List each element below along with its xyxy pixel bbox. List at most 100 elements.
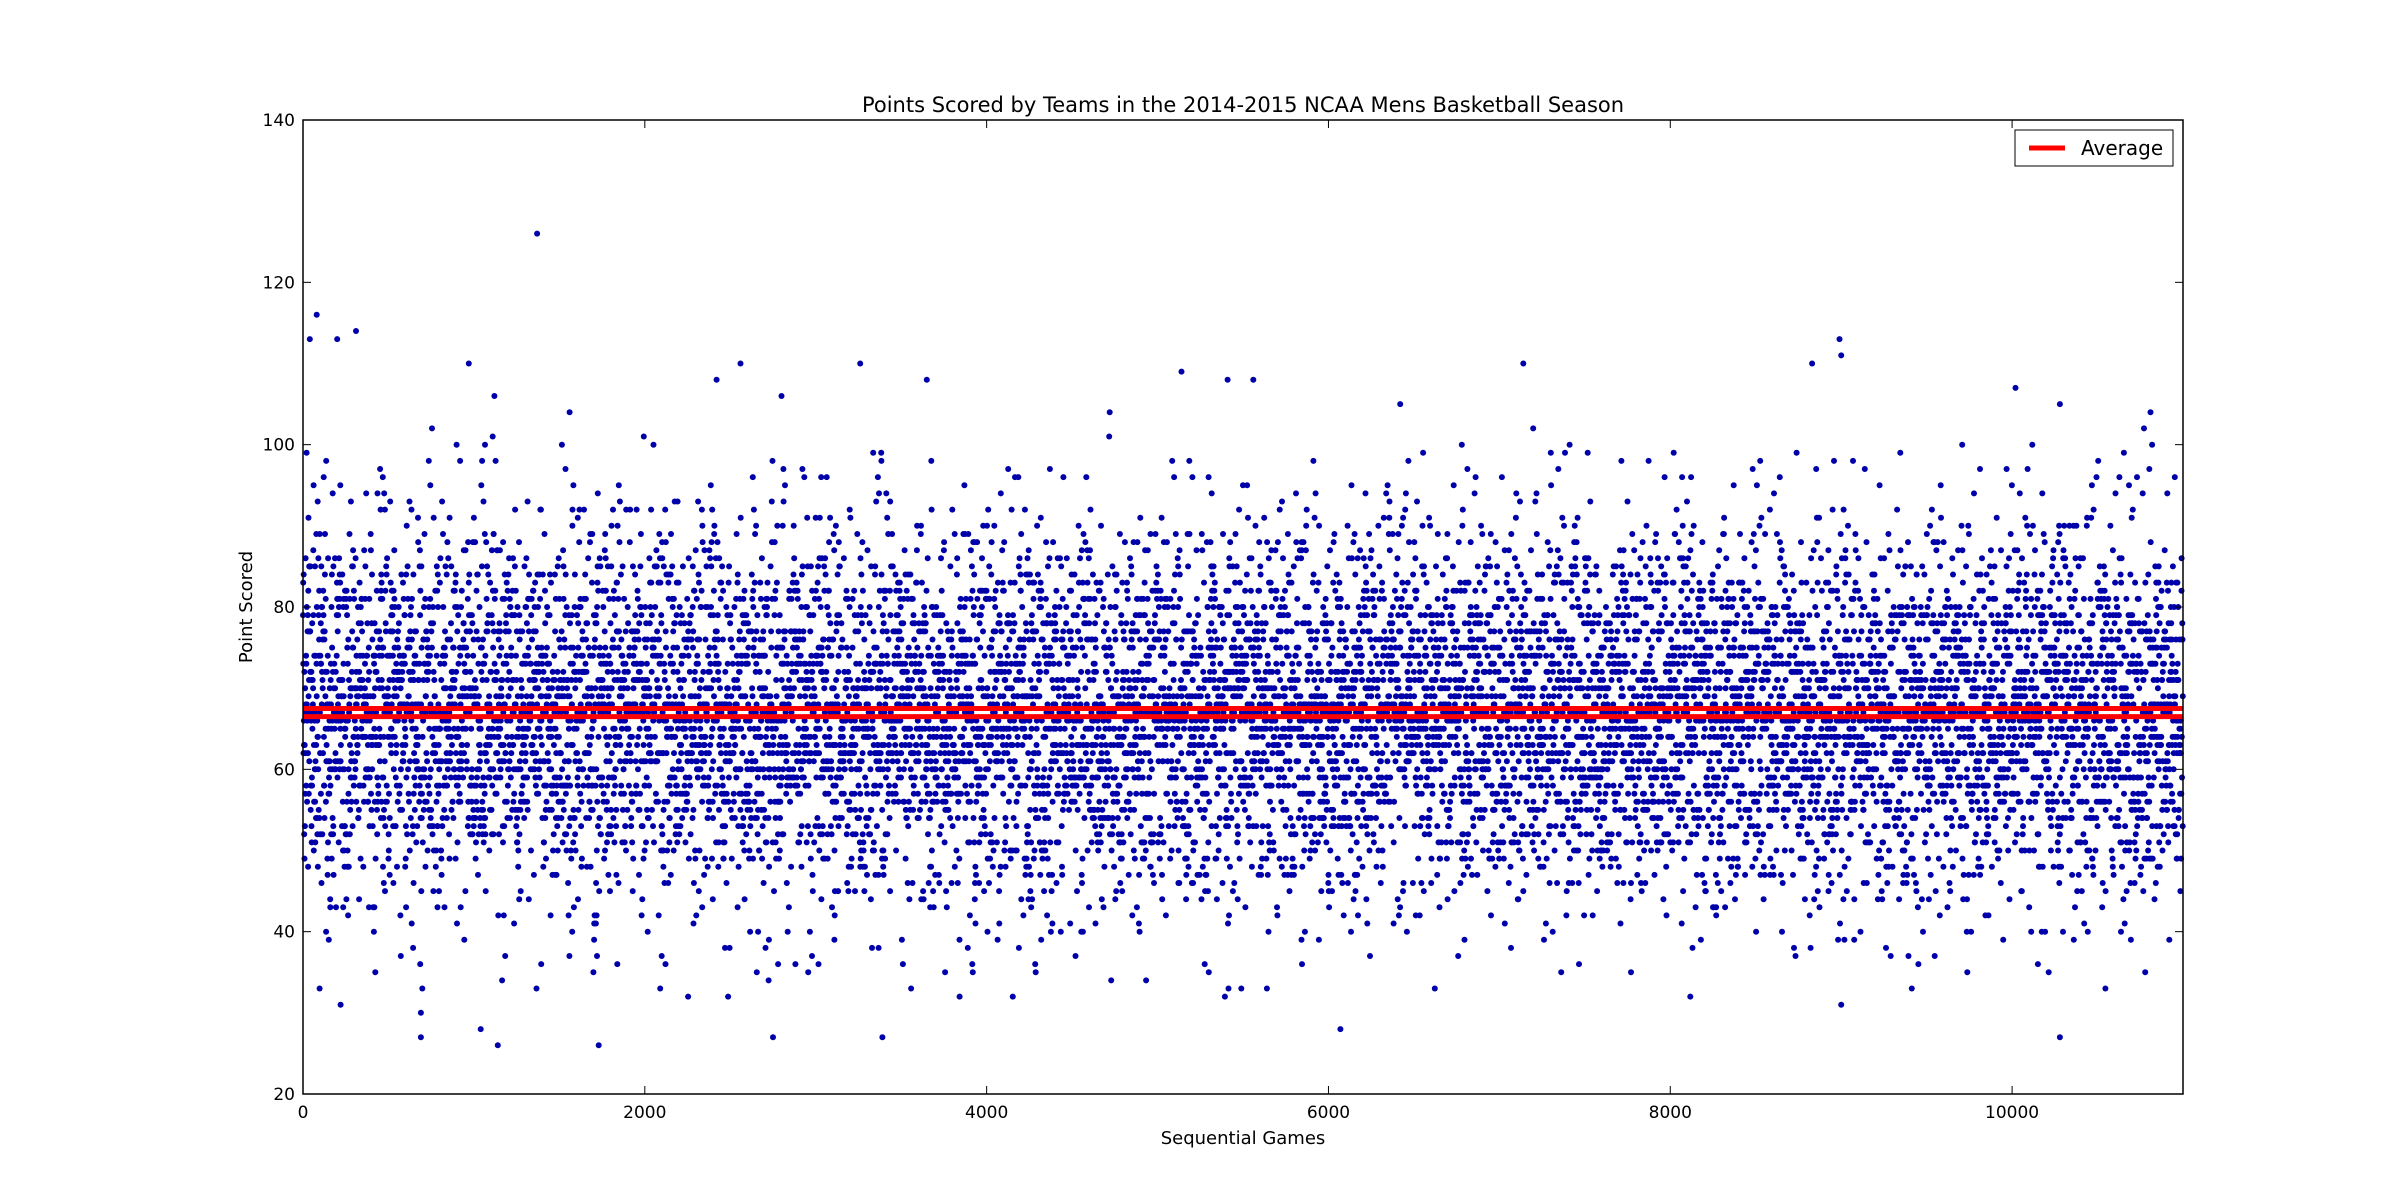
data-point — [917, 806, 923, 813]
data-point — [728, 636, 734, 643]
data-point — [488, 547, 495, 554]
data-point — [1132, 685, 1139, 692]
data-point — [939, 685, 946, 692]
data-point — [832, 782, 839, 789]
data-point — [1033, 725, 1040, 732]
data-point — [1046, 466, 1053, 472]
data-point — [813, 742, 820, 748]
data-point — [693, 709, 700, 716]
data-point — [1008, 782, 1015, 789]
data-point — [1034, 774, 1041, 781]
data-point — [758, 717, 765, 724]
data-point — [434, 904, 441, 911]
data-point — [867, 831, 874, 838]
data-point — [530, 871, 537, 878]
data-point — [406, 644, 413, 651]
data-point — [542, 587, 548, 594]
data-point — [657, 985, 664, 992]
data-point — [1005, 798, 1012, 805]
data-point — [427, 482, 434, 489]
data-point — [642, 758, 649, 765]
data-point — [384, 685, 391, 692]
data-point — [839, 725, 846, 732]
data-point — [948, 685, 955, 692]
data-point — [883, 693, 890, 700]
data-point — [469, 831, 476, 838]
data-point — [357, 604, 364, 610]
data-point — [782, 709, 789, 716]
data-point — [830, 531, 837, 537]
data-point — [1063, 620, 1070, 627]
data-point — [898, 636, 905, 643]
data-point — [480, 806, 487, 813]
data-point — [510, 742, 517, 748]
data-point — [451, 766, 458, 773]
data-point — [896, 579, 903, 586]
data-point — [1106, 433, 1113, 440]
data-point — [1025, 750, 1032, 757]
data-point — [576, 539, 583, 546]
data-point — [984, 522, 990, 529]
data-point — [586, 798, 593, 805]
data-point — [765, 977, 772, 984]
data-point — [866, 733, 873, 740]
data-point — [1097, 579, 1104, 586]
data-point — [659, 555, 666, 562]
data-point — [392, 685, 399, 692]
data-point — [920, 685, 927, 692]
data-point — [670, 660, 676, 667]
data-point — [922, 798, 929, 805]
data-point — [855, 725, 862, 732]
data-point — [1093, 668, 1099, 675]
data-point — [1074, 677, 1081, 683]
data-point — [518, 685, 525, 692]
data-point — [563, 831, 570, 838]
data-point — [369, 571, 375, 578]
data-point — [1061, 644, 1068, 651]
data-point — [674, 668, 681, 675]
data-point — [838, 815, 845, 821]
data-point — [911, 750, 917, 757]
data-point — [913, 742, 920, 748]
data-point — [982, 750, 989, 757]
data-point — [1003, 823, 1010, 830]
data-point — [333, 709, 340, 716]
data-point — [303, 449, 310, 456]
data-point — [646, 782, 653, 789]
data-point — [414, 823, 421, 830]
data-point — [379, 595, 386, 602]
data-point — [446, 709, 453, 716]
data-point — [1068, 587, 1075, 594]
data-point — [772, 839, 779, 846]
data-point — [938, 823, 945, 830]
data-point — [742, 693, 749, 700]
data-point — [926, 790, 933, 797]
data-point — [1053, 587, 1060, 594]
data-point — [666, 815, 673, 821]
data-point — [1095, 725, 1102, 732]
data-point — [447, 636, 454, 643]
data-point — [983, 790, 990, 797]
data-point — [844, 880, 851, 886]
data-point — [731, 709, 738, 716]
data-point — [786, 677, 793, 683]
data-point — [325, 936, 332, 943]
data-point — [519, 782, 526, 789]
data-point — [577, 677, 583, 683]
data-point — [870, 449, 877, 456]
data-point — [651, 733, 658, 740]
data-point — [555, 733, 562, 740]
data-point — [860, 839, 867, 846]
data-point — [674, 644, 681, 651]
data-point — [362, 733, 369, 740]
data-point — [723, 880, 730, 886]
data-point — [922, 628, 929, 635]
data-point — [569, 506, 576, 513]
data-point — [1082, 685, 1089, 692]
data-point — [807, 831, 814, 838]
data-point — [999, 733, 1006, 740]
data-point — [894, 612, 901, 619]
data-point — [880, 847, 887, 854]
data-point — [679, 701, 686, 708]
